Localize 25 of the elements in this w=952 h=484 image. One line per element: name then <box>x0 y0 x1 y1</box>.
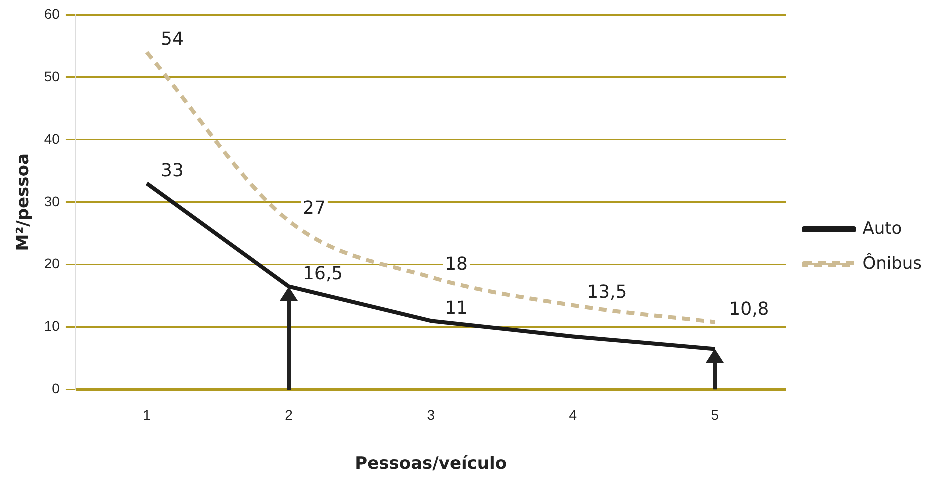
x-tick-label: 2 <box>285 407 294 424</box>
legend-label: Ônibus <box>862 252 922 274</box>
y-tick-label: 60 <box>44 6 60 22</box>
line-series <box>144 50 718 324</box>
y-tick-label: 20 <box>44 256 60 272</box>
data-label: 11 <box>445 298 468 319</box>
x-tick-label: 3 <box>427 407 436 424</box>
y-tick-label: 30 <box>44 193 60 210</box>
data-label: 10,8 <box>729 299 770 320</box>
y-tick-label: 0 <box>52 380 60 397</box>
y-axis-title: M²/pessoa <box>14 154 34 252</box>
y-tick-label: 50 <box>44 68 60 84</box>
data-label: 18 <box>445 254 468 276</box>
x-tick-label: 4 <box>569 407 578 424</box>
data-label: 16,5 <box>303 263 344 284</box>
y-tick-label: 40 <box>44 130 60 147</box>
data-label: 54 <box>160 29 184 50</box>
legend-label: Auto <box>862 218 902 239</box>
x-tick-label: 5 <box>711 407 720 424</box>
x-tick-label: 1 <box>143 407 152 424</box>
data-label: 27 <box>303 198 326 219</box>
x-axis-title: Pessoas/veículo <box>355 454 508 474</box>
data-label: 13,5 <box>587 282 628 304</box>
data-label: 33 <box>160 160 184 182</box>
y-tick-label: 10 <box>44 318 60 334</box>
